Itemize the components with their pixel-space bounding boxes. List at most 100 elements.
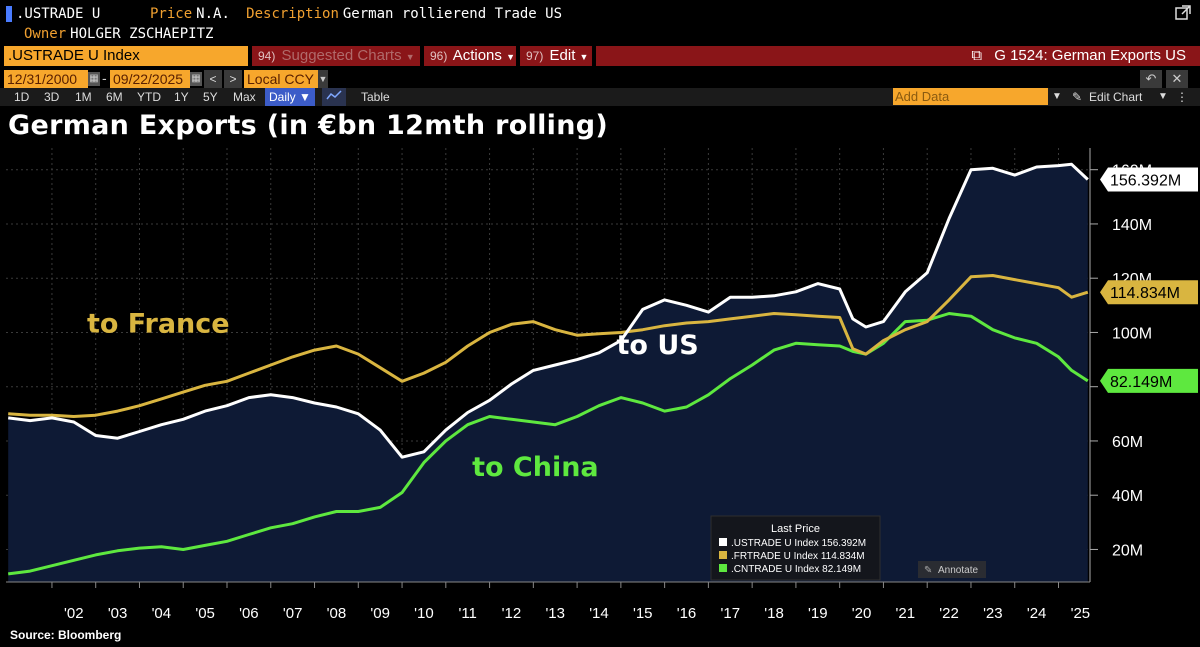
chevron-down-icon[interactable]: ▼ — [1052, 91, 1062, 102]
edit-num: 97) — [526, 49, 544, 63]
add-data-input[interactable]: Add Data — [893, 88, 1048, 105]
last-value-label-france-bg — [1100, 280, 1198, 305]
y-tick-label: 20M — [1112, 542, 1143, 559]
range-1d[interactable]: 1D — [14, 90, 30, 104]
y-tick-label: 100M — [1112, 325, 1152, 342]
security-input[interactable]: .USTRADE U Index — [4, 46, 248, 66]
popout-icon[interactable] — [1174, 4, 1192, 22]
annotation-france: to France — [87, 308, 230, 339]
chart-canvas: 20M40M60M80M100M120M140M160M156.392M114.… — [6, 148, 1198, 622]
x-axis: '02 '03 '04 '05 '06 '07 '08 '09 '10 '11 '12 '13 '14 '… — [6, 581, 1091, 622]
range-ytd[interactable]: YTD — [137, 90, 161, 104]
date-range-row: 12/31/2000 ▦ - 09/22/2025 ▦ < > Local CC… — [0, 70, 1200, 88]
chevron-right-icon[interactable]: > — [224, 70, 242, 88]
source-note: Source: Bloomberg — [10, 628, 122, 642]
x-tick-label: '20 — [852, 605, 872, 622]
description-value: German rollierend Trade US — [342, 6, 563, 22]
last-value-label-us: 156.392M — [1110, 172, 1181, 189]
chart-title: German Exports (in €bn 12mth rolling) — [8, 110, 608, 141]
x-tick-label: '18 — [764, 605, 784, 622]
owner-row: Owner HOLGER ZSCHAEPITZ — [0, 24, 1200, 44]
x-tick-label: '13 — [545, 605, 565, 622]
x-tick-label: '08 — [327, 605, 347, 622]
x-tick-label: '25 — [1071, 605, 1091, 622]
start-date-input[interactable]: 12/31/2000 — [4, 70, 88, 88]
series-line-china — [8, 312, 1089, 576]
command-bar: .USTRADE U Index 94) Suggested Charts ▼ … — [0, 46, 1200, 66]
chevron-down-icon[interactable]: ▼ — [1158, 91, 1168, 102]
owner-value: HOLGER ZSCHAEPITZ — [70, 26, 214, 42]
pencil-icon: ✎ — [1072, 90, 1083, 104]
x-tick-label: '19 — [808, 605, 828, 622]
legend-entry: .USTRADE U Index 156.392M — [731, 538, 866, 549]
range-6m[interactable]: 6M — [106, 90, 123, 104]
actions-label: Actions — [452, 47, 502, 64]
annotation-china: to China — [472, 452, 599, 483]
legend-box — [710, 515, 881, 581]
frequency-select[interactable]: Daily ▼ — [265, 88, 315, 106]
launchpad-link[interactable]: ⧉ G 1524: German Exports US — [596, 46, 1200, 66]
series-line-us — [8, 162, 1089, 459]
x-tick-label: '11 — [458, 605, 476, 622]
chevron-left-icon[interactable]: < — [204, 70, 222, 88]
line-chart-icon[interactable] — [322, 88, 346, 106]
actions-button[interactable]: 96) Actions ▼ — [424, 46, 516, 66]
x-tick-label: '24 — [1027, 605, 1047, 622]
x-tick-label: '14 — [589, 605, 609, 622]
x-tick-label: '10 — [414, 605, 434, 622]
security-color-marker — [6, 6, 12, 22]
chart-toolbar: 1D 3D 1M 6M YTD 1Y 5Y Max Daily ▼ Table … — [0, 88, 1200, 106]
x-tick-label: '17 — [720, 605, 740, 622]
x-tick-label: '21 — [896, 605, 916, 622]
calendar-icon[interactable]: ▦ — [190, 72, 202, 86]
close-icon[interactable]: ✕ — [1166, 70, 1188, 88]
end-date-input[interactable]: 09/22/2025 — [110, 70, 190, 88]
chevron-down-icon: ▼ — [405, 52, 415, 62]
more-icon[interactable]: ⋮ — [1176, 90, 1188, 104]
x-tick-label: '06 — [239, 605, 259, 622]
table-button[interactable]: Table — [361, 90, 390, 104]
x-tick-label: '23 — [983, 605, 1003, 622]
x-tick-label: '22 — [939, 605, 959, 622]
range-1m[interactable]: 1M — [75, 90, 92, 104]
last-value-label-china: 82.149M — [1110, 374, 1172, 391]
x-tick-label: '03 — [108, 605, 128, 622]
annotate-button[interactable] — [918, 561, 986, 578]
launchpad-label: G 1524: German Exports US — [994, 47, 1186, 64]
series-annotations: to US to France to China — [87, 308, 699, 483]
edit-chart-button[interactable]: Edit Chart — [1089, 90, 1143, 104]
description-label: Description — [246, 6, 339, 22]
range-3d[interactable]: 3D — [44, 90, 60, 104]
legend-entry: .FRTRADE U Index 114.834M — [731, 551, 865, 562]
chevron-down-icon[interactable]: ▼ — [318, 70, 328, 88]
ticker-label[interactable]: .USTRADE U — [16, 6, 101, 22]
y-tick-label: 40M — [1112, 488, 1143, 505]
x-tick-label: '05 — [195, 605, 215, 622]
calendar-icon[interactable]: ▦ — [88, 72, 100, 86]
x-tick-label: '02 — [64, 605, 84, 622]
last-value-label-us-bg — [1100, 167, 1198, 192]
last-value-label-france: 114.834M — [1110, 285, 1180, 302]
currency-select[interactable]: Local CCY — [244, 70, 318, 88]
legend: Last Price .USTRADE U Index 156.392M .FRTR… — [710, 515, 986, 581]
legend-swatch — [719, 551, 727, 559]
edit-button[interactable]: 97) Edit ▼ — [520, 46, 592, 66]
security-header: .USTRADE U Price N.A. Description German… — [0, 0, 1200, 28]
external-link-icon: ⧉ — [971, 47, 983, 64]
suggested-charts-button[interactable]: 94) Suggested Charts ▼ — [252, 46, 420, 66]
x-tick-label: '12 — [502, 605, 522, 622]
legend-swatch — [719, 564, 727, 572]
range-1y[interactable]: 1Y — [174, 90, 189, 104]
y-axis: 20M40M60M80M100M120M140M160M156.392M114.… — [1089, 148, 1198, 582]
suggested-num: 94) — [258, 49, 276, 63]
suggested-label: Suggested Charts — [281, 47, 402, 64]
edit-label: Edit — [549, 47, 576, 64]
y-tick-label: 60M — [1112, 434, 1143, 451]
range-max[interactable]: Max — [233, 90, 256, 104]
annotation-us: to US — [616, 330, 698, 361]
chevron-down-icon: ▼ — [579, 52, 589, 62]
range-5y[interactable]: 5Y — [203, 90, 218, 104]
frequency-label: Daily — [269, 90, 296, 104]
series-line-france — [8, 274, 1089, 418]
undo-icon[interactable]: ↶ — [1140, 70, 1162, 88]
